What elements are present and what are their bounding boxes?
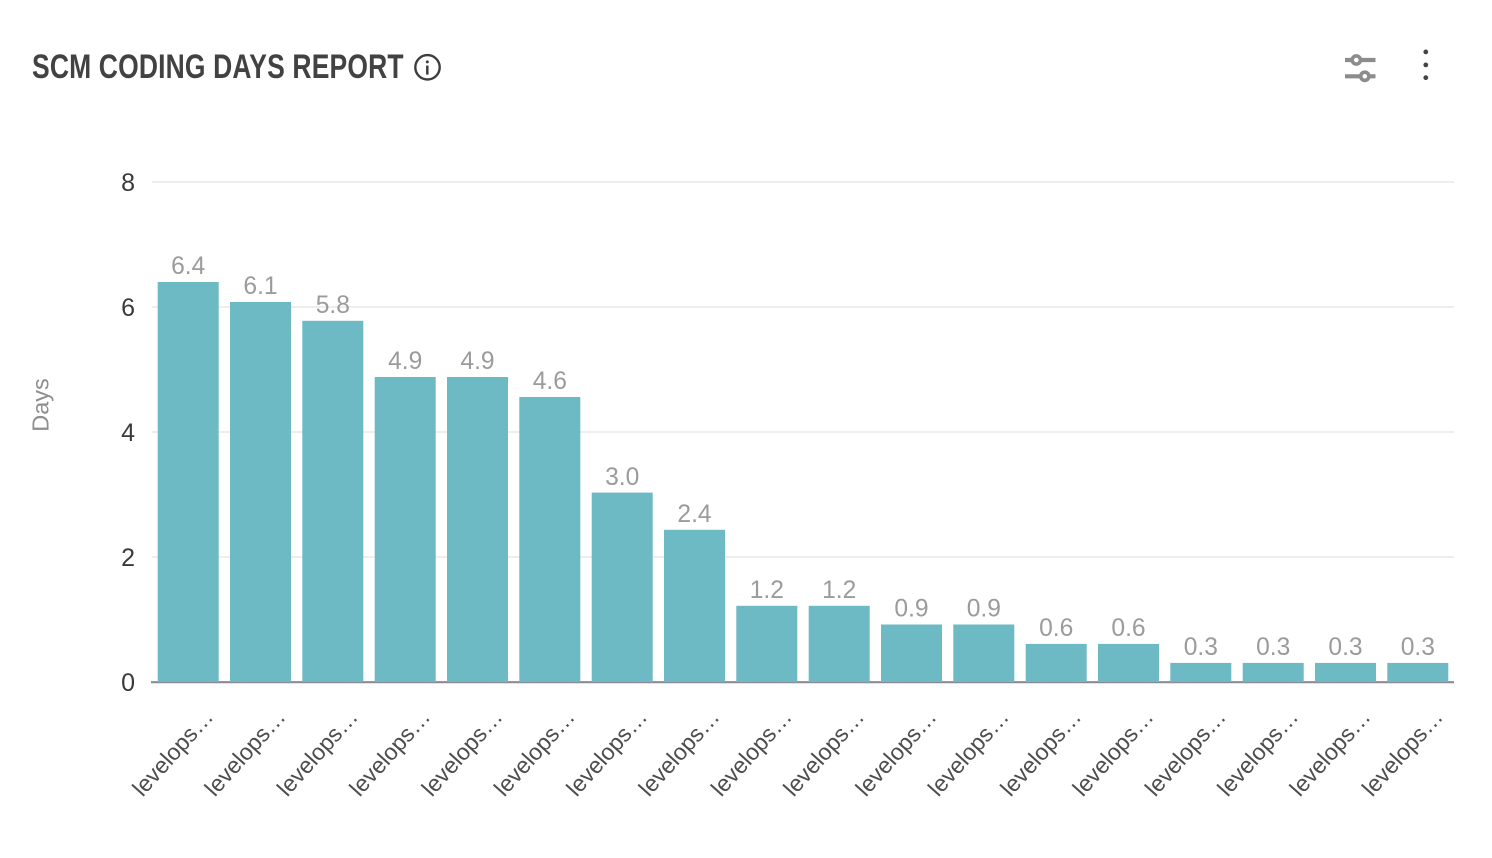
svg-text:4: 4 xyxy=(121,419,135,447)
svg-text:0.3: 0.3 xyxy=(1256,634,1290,661)
svg-text:3.0: 3.0 xyxy=(605,464,639,491)
svg-text:0.9: 0.9 xyxy=(967,596,1001,623)
svg-text:0.6: 0.6 xyxy=(1111,615,1145,642)
svg-text:Days: Days xyxy=(28,378,54,432)
svg-text:1.2: 1.2 xyxy=(750,577,784,604)
svg-text:4.9: 4.9 xyxy=(388,348,422,375)
svg-text:0.3: 0.3 xyxy=(1184,634,1218,661)
svg-text:6: 6 xyxy=(121,294,135,322)
svg-text:1.2: 1.2 xyxy=(822,577,856,604)
svg-text:5.8: 5.8 xyxy=(316,292,350,319)
svg-text:4.6: 4.6 xyxy=(533,368,567,395)
svg-text:4.9: 4.9 xyxy=(460,348,494,375)
svg-text:8: 8 xyxy=(121,169,135,197)
svg-text:0: 0 xyxy=(121,669,135,697)
svg-text:2.4: 2.4 xyxy=(677,501,711,528)
svg-text:0.6: 0.6 xyxy=(1039,615,1073,642)
svg-text:0.9: 0.9 xyxy=(894,596,928,623)
svg-text:6.1: 6.1 xyxy=(243,273,277,300)
svg-text:0.3: 0.3 xyxy=(1328,634,1362,661)
svg-text:2: 2 xyxy=(121,544,135,572)
svg-text:6.4: 6.4 xyxy=(171,253,205,280)
svg-text:0.3: 0.3 xyxy=(1401,634,1435,661)
